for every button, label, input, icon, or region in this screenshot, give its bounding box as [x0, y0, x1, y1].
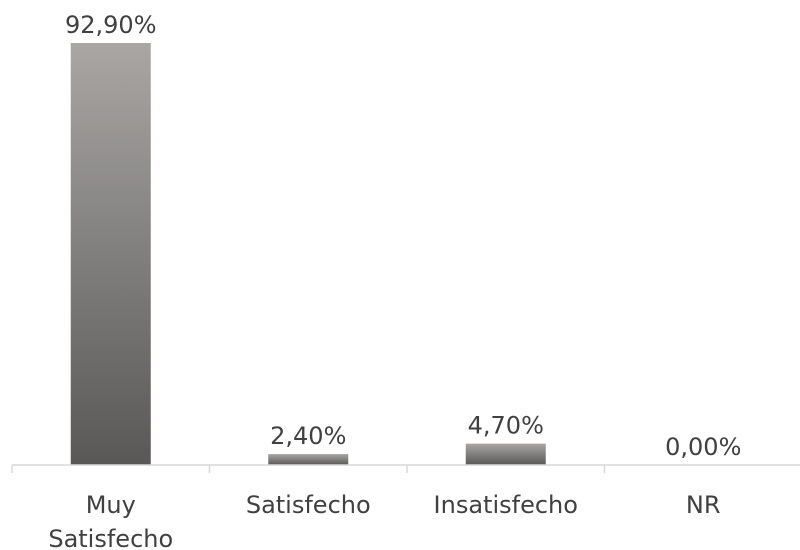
bar	[70, 43, 151, 465]
x-tick-label: Satisfecho	[246, 491, 371, 519]
bar	[268, 454, 349, 465]
bar	[465, 443, 546, 465]
data-label: 4,70%	[468, 412, 544, 440]
data-label: 0,00%	[665, 433, 741, 461]
x-tick-label: Satisfecho	[48, 525, 173, 550]
data-label: 2,40%	[270, 422, 346, 450]
data-label: 92,90%	[65, 11, 157, 39]
x-tick-label: Muy	[86, 491, 136, 519]
x-tick-label: NR	[686, 491, 721, 519]
x-tick-label: Insatisfecho	[434, 491, 578, 519]
